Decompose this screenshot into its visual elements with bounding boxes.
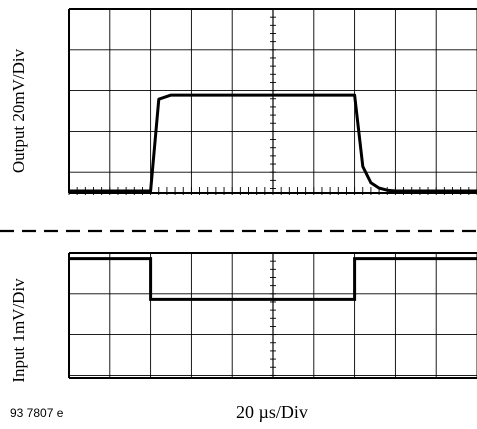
output-trace (69, 93, 477, 193)
output-ylabel: Output 20mV/Div (9, 48, 28, 173)
figure-id: 93 7807 e (10, 406, 64, 420)
input-trace (69, 257, 477, 301)
x-axis-label: 20 µs/Div (236, 402, 308, 422)
input-ylabel: Input 1mV/Div (9, 278, 28, 383)
